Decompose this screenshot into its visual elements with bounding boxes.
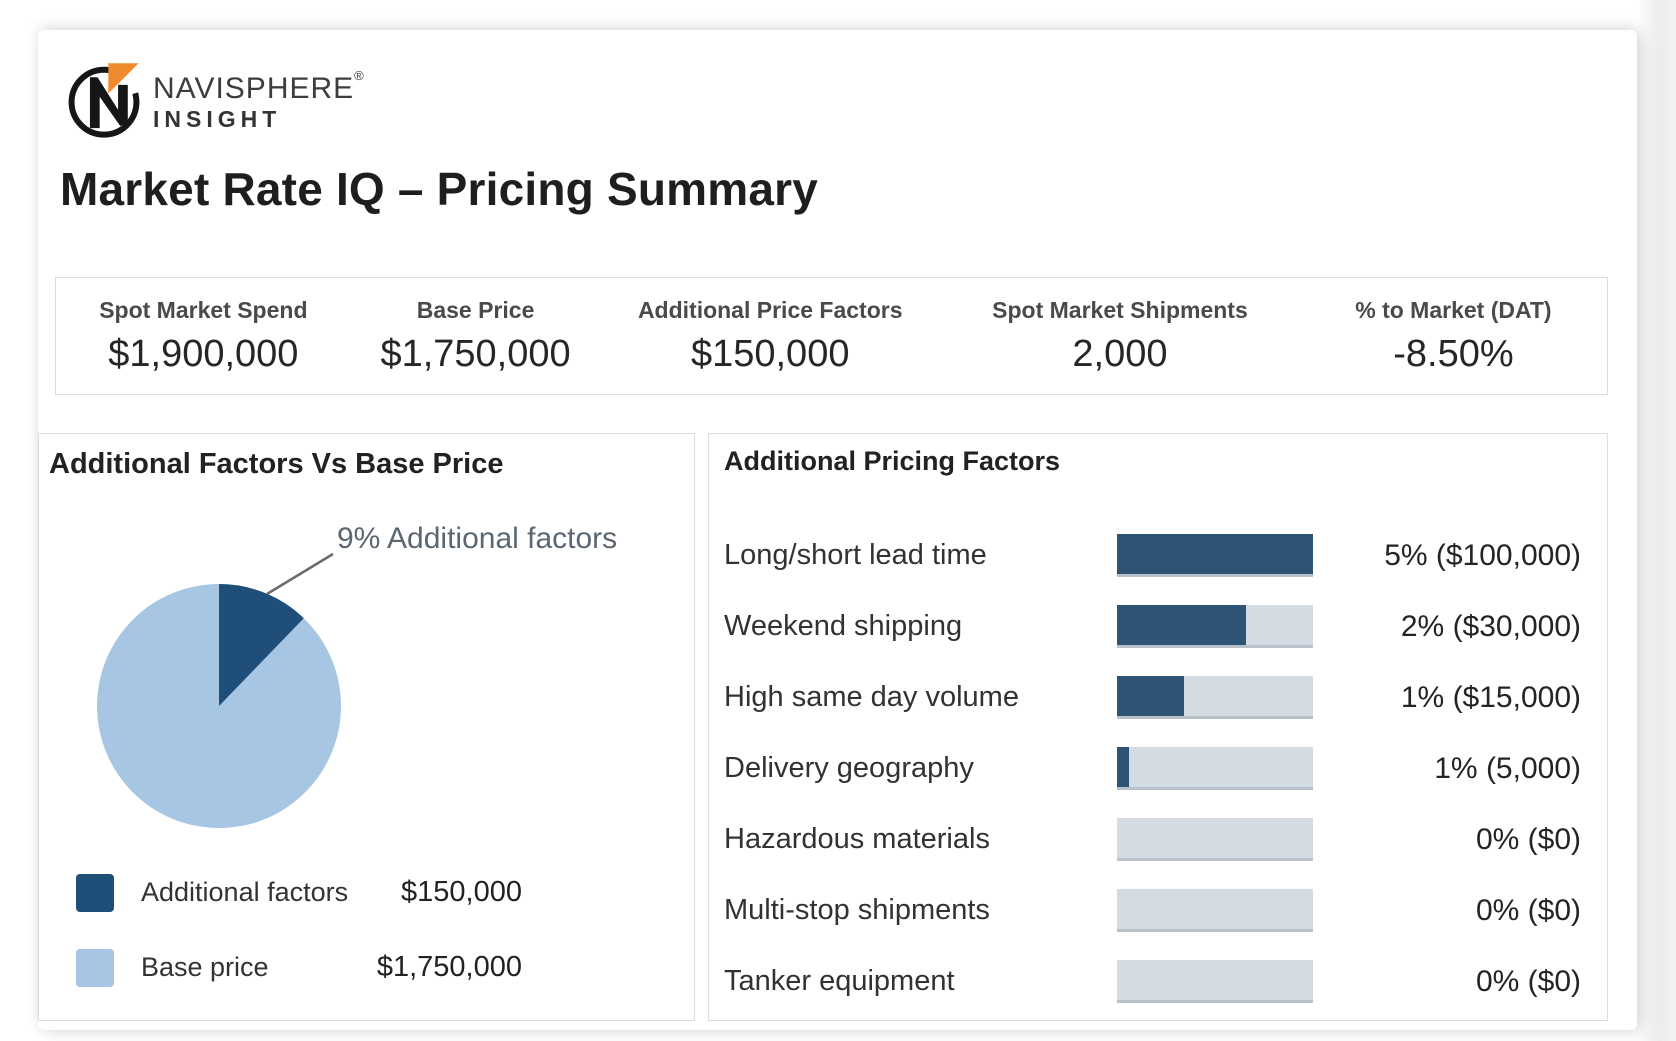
bar-row-value: 1% ($15,000) bbox=[1400, 681, 1581, 714]
kpi-label: Spot Market Shipments bbox=[992, 296, 1248, 323]
kpi-spot-market-shipments: Spot Market Shipments 2,000 bbox=[940, 278, 1300, 394]
bar-track bbox=[1117, 747, 1313, 790]
brand: NAVISPHERE® INSIGHT bbox=[65, 60, 365, 140]
dashboard-card: NAVISPHERE® INSIGHT Market Rate IQ – Pri… bbox=[38, 30, 1637, 1030]
registered-mark: ® bbox=[354, 68, 365, 83]
kpi-additional-price-factors: Additional Price Factors $150,000 bbox=[600, 278, 940, 394]
bar-row-high-same-day-volume: High same day volume 1% ($15,000) bbox=[709, 676, 1607, 719]
bar-row-delivery-geography: Delivery geography 1% (5,000) bbox=[709, 747, 1607, 790]
bar-track bbox=[1117, 676, 1313, 719]
page-background-edge bbox=[1637, 0, 1676, 1041]
bar-row-weekend-shipping: Weekend shipping 2% ($30,000) bbox=[709, 605, 1607, 648]
bar-row-long-short-lead-time: Long/short lead time 5% ($100,000) bbox=[709, 534, 1607, 577]
bar-row-value: 1% (5,000) bbox=[1434, 752, 1581, 785]
bar-row-label: Hazardous materials bbox=[724, 823, 990, 855]
pie-chart-panel: Additional Factors Vs Base Price 9% Addi… bbox=[38, 433, 695, 1021]
bar-fill bbox=[1117, 605, 1247, 645]
bar-row-label: Delivery geography bbox=[724, 752, 974, 784]
legend-label: Base price bbox=[141, 952, 269, 982]
bar-row-hazardous-materials: Hazardous materials 0% ($0) bbox=[709, 818, 1607, 861]
bar-fill bbox=[1117, 534, 1313, 574]
pie-legend: Additional factors $150,000 Base price $… bbox=[76, 870, 522, 1020]
kpi-label: Base Price bbox=[416, 296, 535, 323]
bar-track bbox=[1117, 960, 1313, 1003]
bar-track bbox=[1117, 818, 1313, 861]
legend-item-base-price: Base price $1,750,000 bbox=[76, 945, 522, 990]
bar-row-tanker-equipment: Tanker equipment 0% ($0) bbox=[709, 960, 1607, 1003]
kpi-label: Additional Price Factors bbox=[637, 296, 903, 323]
bar-row-value: 5% ($100,000) bbox=[1384, 539, 1581, 572]
kpi-label: % to Market (DAT) bbox=[1355, 296, 1552, 323]
bar-row-value: 2% ($30,000) bbox=[1400, 610, 1581, 643]
kpi-value: $1,750,000 bbox=[380, 332, 571, 375]
kpi-value: $1,900,000 bbox=[108, 332, 299, 375]
bar-fill bbox=[1117, 676, 1184, 716]
pie-slice-additional-factors bbox=[219, 583, 304, 706]
legend-swatch-dark bbox=[76, 873, 114, 912]
bar-row-value: 0% ($0) bbox=[1475, 965, 1581, 998]
bar-chart-panel: Additional Pricing Factors Long/short le… bbox=[708, 433, 1608, 1021]
bar-row-label: Tanker equipment bbox=[724, 965, 955, 997]
navisphere-logo-icon bbox=[68, 61, 143, 138]
kpi-value: -8.50% bbox=[1393, 332, 1514, 375]
legend-item-additional-factors: Additional factors $150,000 bbox=[76, 870, 522, 915]
kpi-value: $150,000 bbox=[690, 332, 850, 375]
bar-row-label: Long/short lead time bbox=[724, 539, 987, 571]
bar-row-value: 0% ($0) bbox=[1475, 894, 1581, 927]
legend-label: Additional factors bbox=[141, 877, 349, 907]
kpi-percent-to-market-dat: % to Market (DAT) -8.50% bbox=[1300, 278, 1607, 394]
legend-value: $1,750,000 bbox=[376, 951, 522, 983]
brand-product: INSIGHT bbox=[153, 106, 282, 132]
kpi-strip: Spot Market Spend $1,900,000 Base Price … bbox=[55, 277, 1608, 395]
bar-fill bbox=[1117, 747, 1129, 787]
bars-panel-title: Additional Pricing Factors bbox=[724, 446, 1061, 476]
logo-n-glyph bbox=[89, 77, 128, 129]
pie-panel-title: Additional Factors Vs Base Price bbox=[49, 448, 504, 480]
logo-orange-triangle bbox=[108, 63, 139, 94]
bar-track bbox=[1117, 534, 1313, 577]
bar-row-label: Multi-stop shipments bbox=[724, 894, 990, 926]
pie-callout-label: 9% Additional factors bbox=[337, 522, 618, 555]
brand-name: NAVISPHERE® bbox=[153, 68, 365, 105]
kpi-spot-market-spend: Spot Market Spend $1,900,000 bbox=[56, 278, 351, 394]
kpi-base-price: Base Price $1,750,000 bbox=[351, 278, 601, 394]
kpi-label: Spot Market Spend bbox=[99, 296, 308, 323]
page-title: Market Rate IQ – Pricing Summary bbox=[60, 163, 819, 215]
pie-chart bbox=[97, 583, 341, 828]
bar-row-multi-stop-shipments: Multi-stop shipments 0% ($0) bbox=[709, 889, 1607, 932]
bar-track bbox=[1117, 889, 1313, 932]
bar-track bbox=[1117, 605, 1313, 648]
legend-value: $150,000 bbox=[401, 876, 522, 908]
legend-swatch-light bbox=[76, 948, 114, 987]
bar-row-value: 0% ($0) bbox=[1475, 823, 1581, 856]
brand-text: NAVISPHERE® INSIGHT bbox=[153, 69, 365, 131]
bar-row-label: Weekend shipping bbox=[724, 610, 963, 642]
bar-row-label: High same day volume bbox=[724, 681, 1019, 713]
kpi-value: 2,000 bbox=[1072, 332, 1168, 375]
